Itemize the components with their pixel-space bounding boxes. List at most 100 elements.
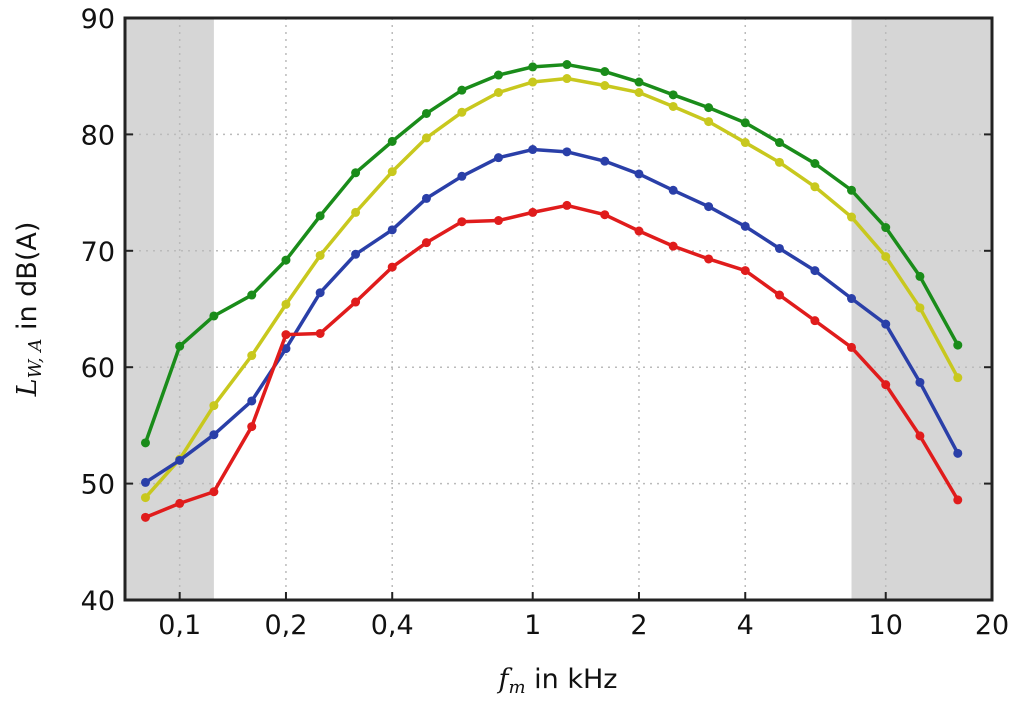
- data-point: [562, 200, 572, 210]
- data-point: [528, 145, 538, 155]
- data-point: [600, 210, 610, 220]
- data-point: [915, 377, 925, 387]
- data-point: [315, 328, 325, 338]
- data-point: [528, 77, 538, 87]
- data-point: [634, 77, 644, 87]
- data-point: [175, 498, 185, 508]
- y-tick-label: 80: [81, 120, 115, 151]
- data-point: [175, 341, 185, 351]
- data-point: [740, 266, 750, 276]
- data-point: [493, 153, 503, 163]
- data-point: [528, 62, 538, 72]
- data-point: [634, 169, 644, 179]
- data-point: [915, 271, 925, 281]
- data-point: [387, 167, 397, 177]
- data-point: [351, 249, 361, 259]
- data-point: [847, 212, 857, 222]
- data-point: [351, 297, 361, 307]
- data-point: [247, 351, 257, 361]
- shaded-region: [125, 18, 214, 600]
- data-point: [774, 243, 784, 253]
- data-point: [562, 147, 572, 157]
- data-point: [493, 87, 503, 97]
- data-point: [668, 241, 678, 251]
- data-point: [915, 303, 925, 313]
- data-point: [209, 401, 219, 411]
- data-point: [847, 342, 857, 352]
- data-point: [493, 216, 503, 226]
- data-point: [774, 157, 784, 167]
- plot-frame: [123, 16, 994, 602]
- data-point: [387, 136, 397, 146]
- x-axis-label: fm in kHz: [497, 664, 618, 698]
- data-point: [668, 185, 678, 195]
- data-point: [351, 168, 361, 178]
- x-tick-label: 20: [975, 610, 1009, 641]
- data-point: [493, 70, 503, 80]
- data-point: [810, 266, 820, 276]
- y-axis-label: LW, A in dB(A): [12, 222, 46, 398]
- series-green: [140, 60, 963, 448]
- data-point: [528, 207, 538, 217]
- x-tick-label: 0,1: [158, 610, 201, 641]
- data-point: [668, 90, 678, 100]
- series-line-yellow: [144, 76, 960, 499]
- data-point: [457, 217, 467, 227]
- x-tick-label: 4: [737, 610, 754, 641]
- data-point: [421, 133, 431, 143]
- data-point: [915, 431, 925, 441]
- series-line-blue: [144, 147, 960, 484]
- data-point: [315, 250, 325, 260]
- data-point: [740, 118, 750, 128]
- y-tick-label: 60: [81, 353, 115, 384]
- series-line-green: [143, 62, 960, 444]
- data-point: [600, 156, 610, 166]
- x-tick-label: 1: [524, 610, 541, 641]
- ticks: 0,1 0,2 0,4 1 2 4 10 20 40 50 60 70 80 90: [81, 4, 1010, 641]
- data-point: [351, 207, 361, 217]
- data-point: [704, 254, 714, 264]
- data-point: [847, 185, 857, 195]
- data-point: [562, 74, 572, 84]
- data-point: [634, 87, 644, 97]
- data-point: [881, 223, 891, 233]
- data-point: [281, 299, 291, 309]
- x-tick-label: 0,4: [371, 610, 414, 641]
- data-point: [457, 171, 467, 181]
- data-point: [457, 107, 467, 117]
- data-point: [810, 316, 820, 326]
- y-tick-label: 50: [81, 470, 115, 501]
- data-point: [953, 340, 963, 350]
- data-point: [421, 238, 431, 248]
- data-point: [668, 101, 678, 111]
- data-point: [247, 422, 257, 432]
- data-point: [562, 60, 572, 70]
- data-point: [600, 81, 610, 91]
- data-point: [847, 294, 857, 304]
- data-point: [881, 252, 891, 262]
- data-point: [740, 138, 750, 148]
- y-tick-label: 70: [81, 237, 115, 268]
- series-blue: [140, 145, 963, 487]
- data-point: [315, 288, 325, 298]
- data-point: [740, 221, 750, 231]
- data-point: [281, 344, 291, 354]
- data-point: [315, 211, 325, 221]
- data-point: [600, 67, 610, 77]
- y-tick-label: 40: [81, 586, 115, 617]
- x-tick-label: 0,2: [264, 610, 307, 641]
- data-point: [774, 290, 784, 300]
- data-point: [634, 226, 644, 236]
- data-point: [140, 493, 150, 503]
- data-point: [774, 138, 784, 148]
- data-point: [421, 193, 431, 203]
- data-point: [704, 117, 714, 127]
- data-point: [810, 159, 820, 168]
- x-tick-label: 2: [630, 610, 647, 641]
- data-point: [209, 487, 219, 497]
- x-tick-label: 10: [869, 610, 903, 641]
- data-point: [247, 396, 257, 406]
- data-point: [247, 290, 257, 300]
- series-line-red: [144, 203, 960, 519]
